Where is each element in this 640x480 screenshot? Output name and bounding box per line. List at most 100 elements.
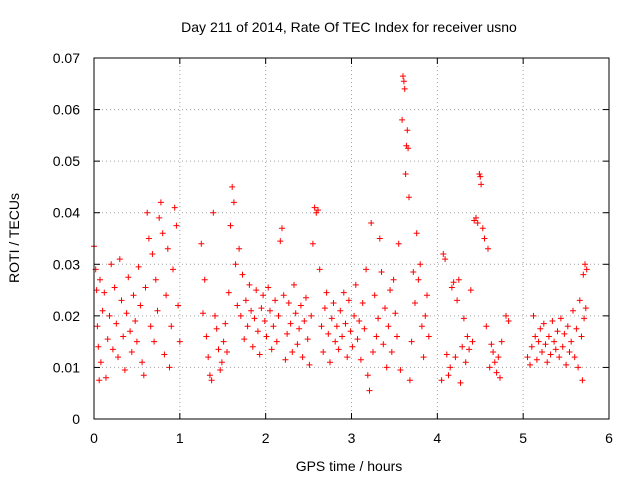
data-point: [349, 343, 356, 350]
data-point: [93, 287, 100, 294]
data-point: [402, 171, 409, 177]
data-point: [345, 297, 352, 304]
data-point: [462, 359, 469, 366]
data-point: [244, 323, 251, 330]
y-axis-label: ROTI / TECUs: [6, 193, 22, 283]
data-point: [412, 300, 418, 306]
data-point: [154, 307, 161, 314]
data-point: [101, 289, 108, 296]
x-tick-labels: 0 1 2 3 4 5 6: [90, 430, 613, 446]
data-point: [424, 292, 430, 299]
data-point: [399, 116, 406, 123]
data-point: [260, 292, 267, 299]
data-point: [485, 245, 491, 252]
data-point: [332, 338, 339, 345]
data-point: [450, 279, 457, 286]
data-point: [282, 356, 289, 363]
data-point: [498, 338, 505, 345]
x-tick-label: 0: [90, 430, 98, 446]
data-point: [96, 377, 103, 384]
data-point: [486, 364, 493, 371]
y-tick-label: 0.07: [53, 50, 80, 66]
data-point: [246, 281, 253, 288]
data-point: [447, 364, 454, 371]
data-point: [149, 251, 156, 257]
data-point: [394, 333, 400, 340]
data-point: [156, 214, 163, 221]
data-point: [366, 387, 373, 394]
data-point: [242, 297, 249, 304]
data-point: [422, 312, 429, 319]
data-point: [561, 330, 568, 337]
data-point: [164, 245, 171, 252]
data-point: [254, 328, 261, 335]
data-point: [527, 361, 533, 368]
data-point: [364, 372, 371, 379]
data-point: [97, 359, 104, 366]
data-point: [566, 349, 573, 355]
data-point: [442, 256, 449, 263]
data-point: [415, 276, 422, 283]
data-point: [239, 271, 246, 278]
data-point: [406, 194, 412, 201]
data-point: [220, 338, 227, 345]
data-point: [115, 354, 121, 361]
data-point: [325, 330, 332, 337]
data-point: [373, 333, 380, 340]
data-point: [308, 312, 315, 319]
data-point: [385, 323, 392, 330]
data-point: [495, 354, 502, 361]
data-point: [200, 310, 206, 317]
data-point: [265, 284, 272, 291]
data-point: [479, 225, 486, 232]
data-point: [277, 238, 284, 245]
data-point: [95, 343, 102, 350]
data-point: [417, 261, 424, 268]
data-point: [175, 302, 182, 309]
data-point: [390, 276, 397, 283]
data-point: [466, 346, 473, 353]
data-point: [448, 284, 455, 291]
data-point: [268, 346, 275, 353]
x-tick-label: 1: [176, 430, 184, 446]
data-point: [440, 251, 447, 257]
data-point: [285, 300, 292, 306]
data-point: [248, 307, 255, 314]
data-point: [337, 307, 344, 314]
data-point: [318, 323, 325, 330]
data-point: [568, 338, 575, 345]
data-point: [556, 354, 563, 361]
data-point: [328, 315, 335, 322]
data-point: [127, 328, 134, 335]
data-point: [210, 209, 217, 216]
data-point: [559, 343, 566, 350]
data-point: [97, 276, 103, 283]
data-point: [539, 349, 545, 355]
data-point: [378, 269, 385, 275]
data-point: [315, 207, 321, 214]
data-point: [408, 338, 415, 345]
data-point: [405, 145, 412, 152]
data-point: [109, 346, 116, 353]
data-point: [383, 364, 390, 371]
data-point: [357, 356, 364, 363]
data-point: [215, 346, 222, 353]
data-point: [139, 359, 146, 366]
data-point: [120, 333, 127, 340]
data-point: [545, 333, 552, 340]
data-point: [551, 338, 558, 345]
data-point: [206, 372, 213, 379]
data-point: [170, 266, 176, 273]
data-point: [497, 374, 503, 381]
data-point: [213, 325, 220, 332]
data-point: [524, 354, 531, 361]
data-point: [443, 351, 450, 358]
y-tick-label: 0.04: [53, 205, 80, 221]
data-point: [218, 359, 225, 366]
data-point: [547, 351, 554, 358]
data-point: [478, 181, 485, 188]
data-point: [321, 305, 328, 312]
data-point: [579, 377, 586, 384]
